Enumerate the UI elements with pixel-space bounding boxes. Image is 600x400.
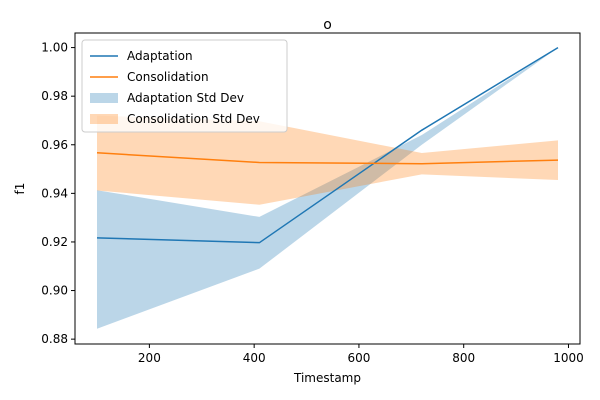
legend-label: Consolidation xyxy=(127,70,209,84)
y-tick-label: 0.88 xyxy=(41,332,68,346)
y-tick-label: 1.00 xyxy=(41,41,68,55)
y-tick-label: 0.92 xyxy=(41,235,68,249)
chart-title: o xyxy=(323,17,332,33)
axes: 200 400 600 800 1000 0.88 0.90 0.92 0.94 0.96 0.98… xyxy=(41,41,583,365)
x-tick-label: 200 xyxy=(138,351,161,365)
y-tick-label: 0.96 xyxy=(41,138,68,152)
std-dev-band-0 xyxy=(97,47,558,329)
legend-box xyxy=(81,39,288,133)
y-tick-label: 0.90 xyxy=(41,284,68,298)
x-tick-label: 800 xyxy=(452,351,475,365)
series-line-0 xyxy=(96,46,559,244)
x-axis-label: Timestamp xyxy=(293,371,361,385)
legend-band-swatch xyxy=(90,93,118,103)
x-tick-label: 400 xyxy=(243,351,266,365)
legend: Adaptation Consolidation Adaptation Std De… xyxy=(81,39,288,133)
x-tick-label: 600 xyxy=(347,351,370,365)
plot-frame xyxy=(74,32,581,345)
y-tick-label: 0.98 xyxy=(41,89,68,103)
legend-label: Consolidation Std Dev xyxy=(127,112,260,126)
x-tick-label: 1000 xyxy=(553,351,584,365)
y-axis-label: f1 xyxy=(13,183,27,195)
std-dev-band-1 xyxy=(97,115,558,205)
y-tick-label: 0.94 xyxy=(41,186,68,200)
legend-band-swatch xyxy=(90,114,118,124)
legend-label: Adaptation Std Dev xyxy=(127,91,244,105)
legend-label: Adaptation xyxy=(127,49,193,63)
plot-area xyxy=(96,46,559,329)
series-line-1 xyxy=(96,152,559,165)
